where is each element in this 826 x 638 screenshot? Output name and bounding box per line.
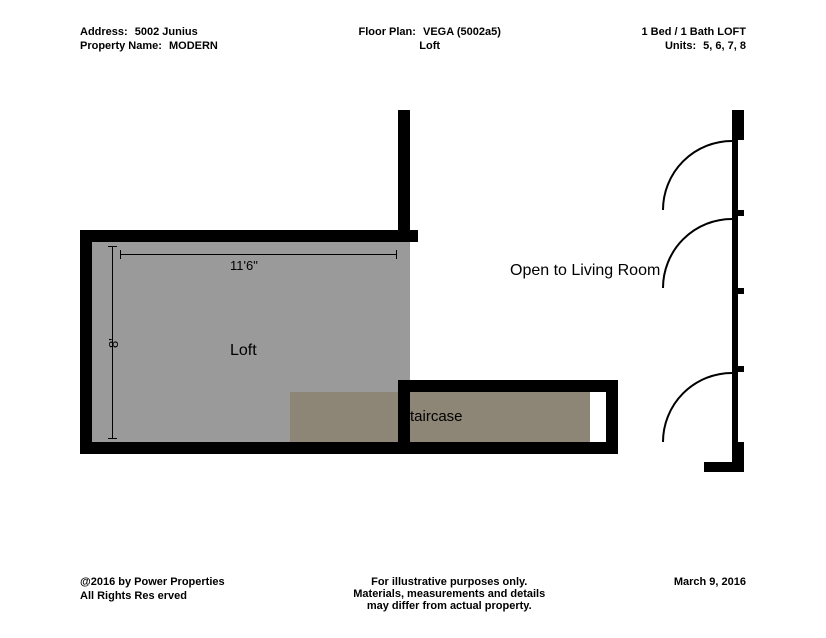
wall: [80, 442, 618, 454]
header-center: Floor Plan: VEGA (5002a5) Loft: [358, 26, 500, 52]
property-line: Property Name: MODERN: [80, 40, 218, 52]
disclaimer-1: For illustrative purposes only.: [245, 576, 654, 588]
copyright: @2016 by Power Properties: [80, 576, 225, 588]
dim-tick: [396, 250, 397, 259]
units-value: 5, 6, 7, 8: [703, 40, 746, 52]
property-value: MODERN: [169, 40, 218, 52]
header: Address: 5002 Junius Property Name: MODE…: [0, 26, 826, 52]
plan-line: Floor Plan: VEGA (5002a5): [358, 26, 500, 38]
plan-label: Floor Plan:: [358, 26, 415, 38]
dim-tick: [108, 438, 117, 439]
loft-height-dim: 8': [106, 338, 121, 348]
beds-baths: 1 Bed / 1 Bath LOFT: [641, 26, 746, 38]
address-label: Address:: [80, 26, 128, 38]
header-right: 1 Bed / 1 Bath LOFT Units: 5, 6, 7, 8: [641, 26, 746, 52]
address-line: Address: 5002 Junius: [80, 26, 218, 38]
dim-tick: [108, 246, 117, 247]
loft-label: Loft: [230, 342, 257, 360]
wall-tick: [732, 366, 744, 372]
wall: [398, 380, 618, 392]
footer-center: For illustrative purposes only. Material…: [245, 576, 654, 612]
footer: @2016 by Power Properties All Rights Res…: [0, 576, 826, 612]
wall: [80, 230, 410, 242]
staircase-label: Staircase: [400, 408, 463, 425]
door-swing-icon: [662, 140, 732, 210]
wall: [398, 110, 410, 242]
dim-line-horiz: [120, 254, 396, 255]
property-label: Property Name:: [80, 40, 162, 52]
rights: All Rights Res erved: [80, 590, 225, 602]
wall: [80, 230, 92, 454]
wall: [704, 462, 744, 472]
disclaimer-2: Materials, measurements and details: [245, 588, 654, 600]
address-value: 5002 Junius: [135, 26, 198, 38]
door-swing-icon: [662, 372, 732, 442]
door-swing-icon: [662, 218, 732, 288]
wall-tick: [732, 288, 744, 294]
units-label: Units:: [665, 40, 696, 52]
disclaimer-3: may differ from actual property.: [245, 600, 654, 612]
units-line: Units: 5, 6, 7, 8: [641, 40, 746, 52]
header-left: Address: 5002 Junius Property Name: MODE…: [80, 26, 218, 52]
wall: [398, 230, 418, 242]
floor-plan: 11'6" 8' Loft Staircase Open to Living R…: [80, 110, 760, 490]
open-area-label: Open to Living Room: [510, 262, 660, 280]
wall: [606, 380, 618, 454]
dim-tick: [120, 250, 121, 259]
plan-value: VEGA (5002a5): [423, 26, 501, 38]
level-value: Loft: [358, 40, 500, 52]
wall-tick: [732, 210, 744, 216]
loft-width-dim: 11'6": [230, 258, 258, 273]
footer-date: March 9, 2016: [674, 576, 746, 588]
footer-left: @2016 by Power Properties All Rights Res…: [80, 576, 225, 602]
